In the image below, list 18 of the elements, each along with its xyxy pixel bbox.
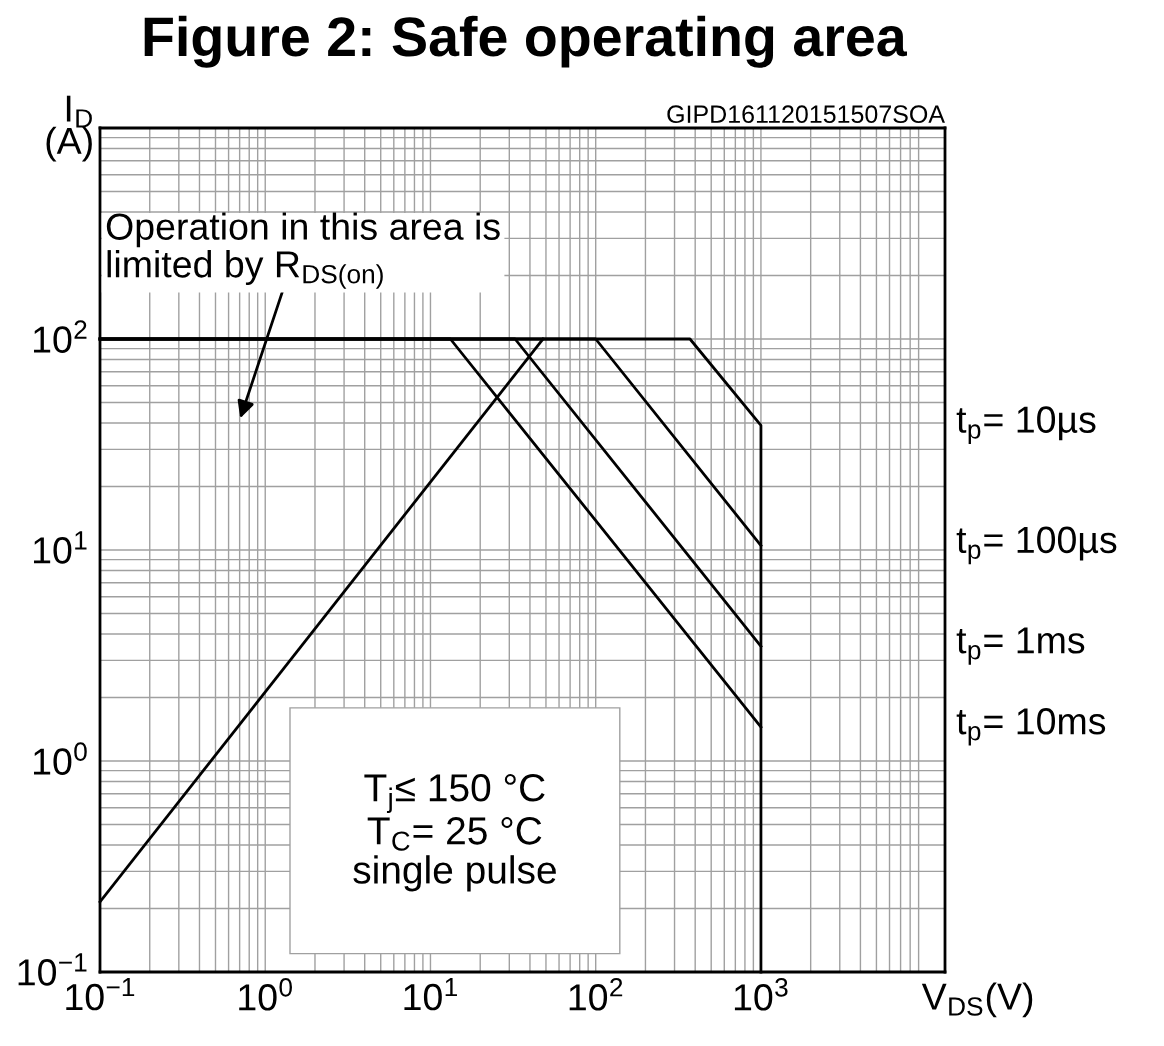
text: t$_{p}$= 1ms: [956, 627, 1085, 665]
text: t$_{p}$= 10µs: [956, 406, 1096, 444]
y-tick-label: 10$^{1}$: [34, 531, 87, 564]
text: t$_{p}$= 10ms: [956, 708, 1106, 746]
annotation: Operation in this area is limited by R$_{DS(on)}$: [106, 212, 500, 289]
y-tick-label: 10$^{2}$: [34, 320, 87, 353]
x-tick-label: 10$^{3}$: [734, 978, 788, 1011]
y-tick-label: 10$^{0}$: [34, 742, 87, 775]
x-tick-label: 10$^{0}$: [239, 978, 292, 1011]
text: GIPD161120151507SOA: [667, 105, 945, 124]
text: t$_{p}$= 100µs: [956, 526, 1117, 565]
chart-title: Figure 2: Safe operating area: [144, 15, 908, 68]
x-tick-label: 10$^{1}$: [404, 978, 457, 1011]
x-tick-label: 10$^{−1}$: [66, 978, 135, 1011]
annotation: T$_{j}$≤ 150 °C T$_{C}$= 25 °C single pulse: [353, 774, 556, 892]
x-tick-label: 10$^{2}$: [569, 978, 623, 1011]
y-axis-title: I$_{D}$ (A): [46, 95, 92, 162]
x-axis-title: V$_{DS}$(V): [921, 982, 1033, 1018]
